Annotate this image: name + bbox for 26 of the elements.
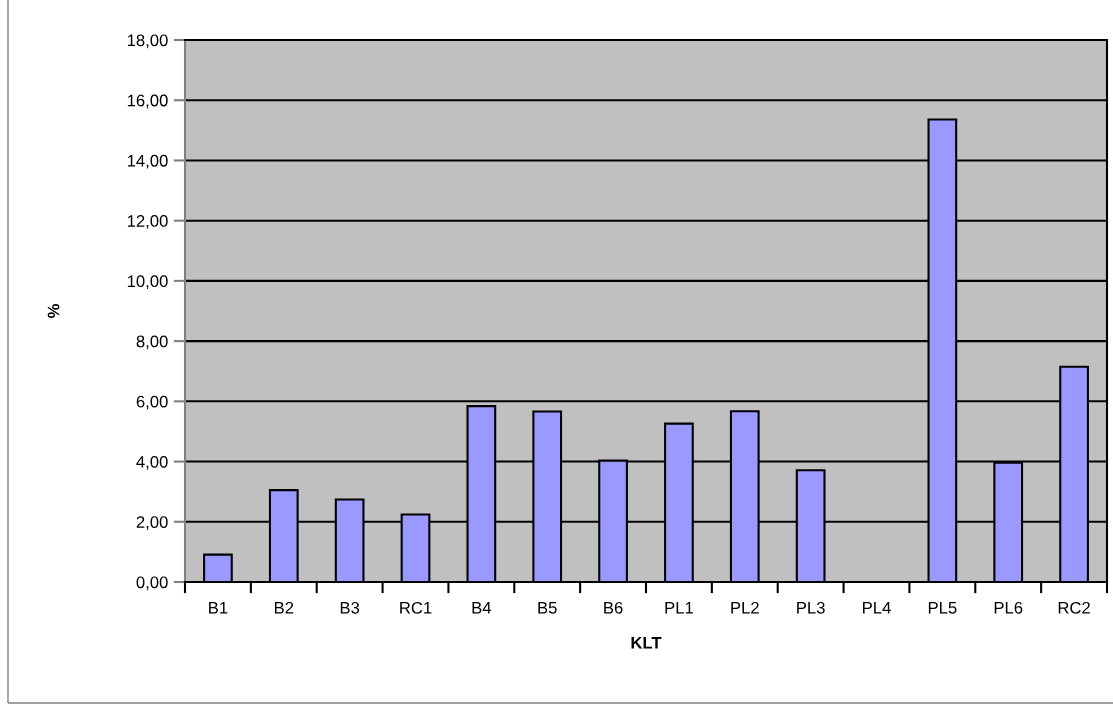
x-tick-label: B6 — [604, 601, 623, 614]
x-tick-label: B1 — [209, 602, 228, 614]
y-tick-label: 10,00 — [127, 275, 168, 290]
x-axis-title: KLT — [631, 637, 662, 649]
y-tick-label: 8,00 — [136, 335, 168, 350]
y-tick-label: 14,00 — [127, 154, 168, 169]
x-tick-label: PL1 — [665, 602, 693, 614]
x-tick-label: PL3 — [797, 601, 825, 614]
x-tick-label: RC2 — [1058, 601, 1090, 614]
x-tick-label: B3 — [340, 601, 360, 614]
y-axis-title: % — [47, 304, 60, 318]
y-tick-label: 4,00 — [136, 455, 168, 470]
x-tick-label: PL2 — [731, 601, 759, 614]
y-tick-label: 18,00 — [127, 34, 168, 49]
y-tick-label: 2,00 — [136, 516, 168, 530]
x-tick-label: B4 — [472, 602, 492, 614]
x-tick-label: PL4 — [863, 602, 891, 614]
y-tick-label: 12,00 — [127, 215, 168, 229]
x-tick-label: PL5 — [928, 602, 957, 614]
y-tick-label: 16,00 — [127, 94, 168, 109]
x-tick-label: B5 — [538, 602, 557, 614]
x-tick-label: RC1 — [400, 601, 432, 614]
x-tick-label: B2 — [274, 601, 294, 614]
y-tick-label: 6,00 — [136, 395, 168, 410]
x-tick-label: PL6 — [994, 601, 1023, 614]
y-tick-label: 0,00 — [136, 576, 168, 591]
